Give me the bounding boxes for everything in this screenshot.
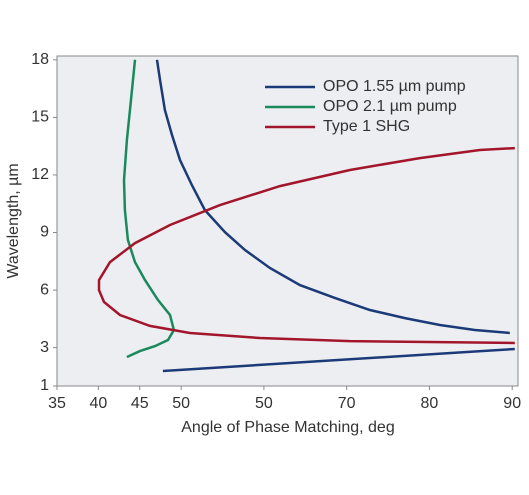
plot-area xyxy=(56,55,519,387)
x-tick-label: 45 xyxy=(131,395,149,412)
x-tick-label: 80 xyxy=(421,395,439,412)
legend-label: Type 1 SHG xyxy=(323,118,410,135)
y-tick-label: 18 xyxy=(31,51,49,68)
series-line xyxy=(97,146,515,345)
y-tick-label: 3 xyxy=(40,339,49,356)
x-tick-label: 70 xyxy=(338,395,356,412)
y-tick-label: 15 xyxy=(31,109,49,126)
x-tick-label: 50 xyxy=(172,395,190,412)
y-tick-label: 12 xyxy=(31,166,49,183)
x-tick-label: 35 xyxy=(48,395,66,412)
x-tick-label: 50 xyxy=(255,395,273,412)
legend-label: OPO 2.1 µm pump xyxy=(323,98,457,115)
x-axis-label: Angle of Phase Matching, deg xyxy=(181,419,394,436)
x-tick-label: 40 xyxy=(89,395,107,412)
x-tick-label: 90 xyxy=(503,395,521,412)
series-line xyxy=(122,59,176,359)
y-tick-label: 1 xyxy=(40,377,49,394)
legend-label: OPO 1.55 µm pump xyxy=(323,78,466,95)
y-axis-label: Wavelength, µm xyxy=(5,163,22,278)
y-tick-label: 9 xyxy=(40,224,49,241)
series-line xyxy=(155,59,515,373)
y-tick-label: 6 xyxy=(40,281,49,298)
